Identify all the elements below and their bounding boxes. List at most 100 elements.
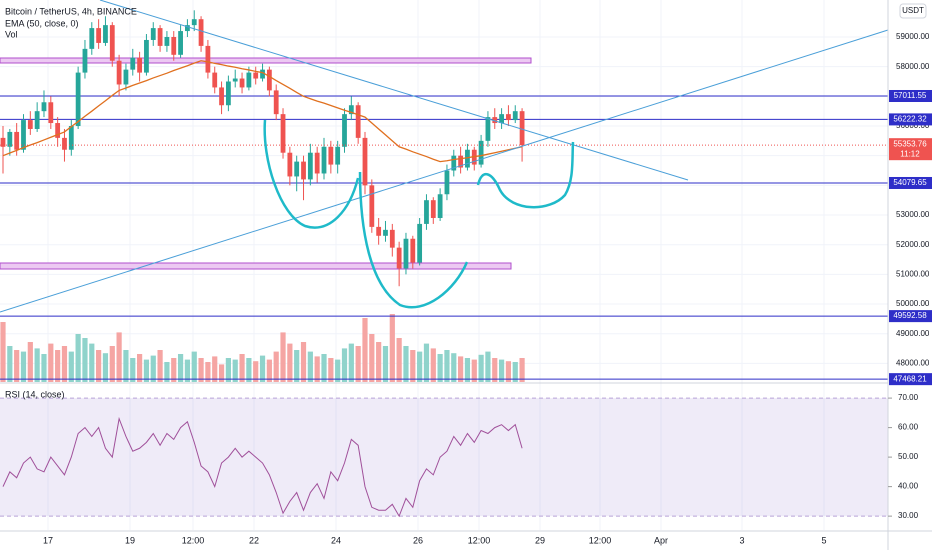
candle-body <box>89 28 95 49</box>
volume-bar <box>410 350 416 382</box>
candle-body <box>348 105 354 115</box>
candle-body <box>301 161 306 180</box>
drawing <box>263 119 360 229</box>
volume-bar <box>7 346 13 382</box>
volume-bar <box>123 350 129 382</box>
candle-body <box>389 229 395 248</box>
currency-badge[interactable] <box>899 3 927 19</box>
volume-bar <box>417 351 423 382</box>
candle-body <box>492 117 498 124</box>
candle-body <box>294 161 300 177</box>
volume-bar <box>27 342 33 382</box>
current-price-badge <box>889 138 932 161</box>
zone-box <box>0 262 512 270</box>
volume-bar <box>355 346 361 382</box>
axes: 17 19 12:00 22 24 26 12:00 29 12:00 Apr 3 5 48000.00… <box>43 32 932 545</box>
volume-bar <box>485 351 491 382</box>
rsi-band <box>0 398 888 517</box>
volume-bar <box>376 342 382 382</box>
volume-bar <box>471 359 477 382</box>
y-tick-label: 51000.00 <box>896 269 930 278</box>
volume-bar <box>82 338 88 382</box>
candle-body <box>150 28 156 40</box>
volume-bar <box>280 332 286 382</box>
volume-bar <box>314 356 320 382</box>
candle-body <box>232 78 238 82</box>
candle-body <box>212 72 218 88</box>
volume-bar <box>239 354 245 382</box>
candle-body <box>123 69 129 85</box>
candle-body <box>280 114 286 153</box>
volume-bar <box>430 348 436 382</box>
x-tick-label: 12:00 <box>468 535 491 545</box>
volume-bar <box>14 350 20 382</box>
candle-body <box>0 137 6 147</box>
candle-body <box>41 102 47 112</box>
volume-bar <box>307 351 313 382</box>
candle-body <box>144 39 149 73</box>
x-tick-label: Apr <box>654 535 668 545</box>
x-tick-label: 19 <box>125 535 135 545</box>
candle-body <box>307 152 313 180</box>
x-tick-label: 22 <box>249 535 259 545</box>
volume-bar <box>396 338 402 382</box>
candle-body <box>478 140 484 165</box>
ema-line <box>2 60 523 163</box>
candle-body <box>225 81 231 106</box>
drawing <box>476 141 575 209</box>
candle-body <box>239 78 245 88</box>
candle-body <box>96 28 102 43</box>
candle-body <box>137 57 142 73</box>
volume-bar <box>464 358 471 382</box>
candle-body <box>14 131 20 150</box>
indicator-label: Vol <box>5 29 18 39</box>
x-tick-label: 29 <box>535 535 545 545</box>
y-tick-label: 59000.00 <box>896 32 930 41</box>
volume-bar <box>0 322 6 382</box>
y-tick-label: 50000.00 <box>896 299 930 308</box>
rsi-tick-label: 30.00 <box>898 511 919 520</box>
volume-bar <box>458 356 464 382</box>
volume-bar <box>61 346 68 382</box>
x-tick-label: 3 <box>739 535 744 545</box>
volume-bar <box>478 354 484 382</box>
level-badge <box>889 310 932 323</box>
volume-bar <box>198 358 204 382</box>
rsi-tick-label: 70.00 <box>898 393 919 402</box>
volume-bar <box>369 334 375 382</box>
candle-body <box>273 90 279 115</box>
chart-title: Bitcoin / TetherUS, 4h, BINANCE <box>5 6 137 16</box>
volume-bar <box>184 359 191 382</box>
candle-body <box>82 48 88 73</box>
candle-body <box>198 19 204 46</box>
candle-body <box>171 36 177 55</box>
candle-body <box>75 72 81 127</box>
candle-body <box>403 238 409 269</box>
volume-bar <box>389 314 395 382</box>
candle-body <box>191 19 197 26</box>
candle-body <box>116 60 122 85</box>
candle-body <box>499 114 504 124</box>
candle-body <box>383 229 388 236</box>
candle-body <box>376 226 382 236</box>
volume-bar <box>423 343 430 382</box>
volume-bar <box>55 350 61 382</box>
volume-bar <box>109 346 115 382</box>
volume-bar <box>259 355 266 382</box>
y-tick-label: 49000.00 <box>896 329 930 338</box>
candle-body <box>410 238 416 263</box>
volume-bar <box>116 332 122 382</box>
level-badge <box>889 176 932 189</box>
candle-body <box>417 223 423 263</box>
rsi-tick-label: 50.00 <box>898 452 919 461</box>
volume-bar <box>512 362 518 382</box>
volume-bar <box>519 358 525 382</box>
y-tick-label: 56000.00 <box>896 121 930 130</box>
candle-body <box>355 105 361 138</box>
countdown-label: 11:12 <box>900 149 920 158</box>
candle-body <box>185 25 190 32</box>
candle-body <box>48 102 54 124</box>
volume-bar <box>300 342 307 382</box>
volume-bar <box>177 354 184 382</box>
